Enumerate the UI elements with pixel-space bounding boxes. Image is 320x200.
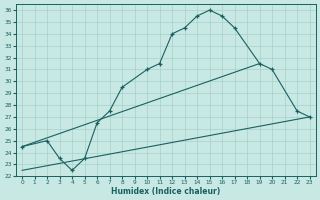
X-axis label: Humidex (Indice chaleur): Humidex (Indice chaleur): [111, 187, 220, 196]
